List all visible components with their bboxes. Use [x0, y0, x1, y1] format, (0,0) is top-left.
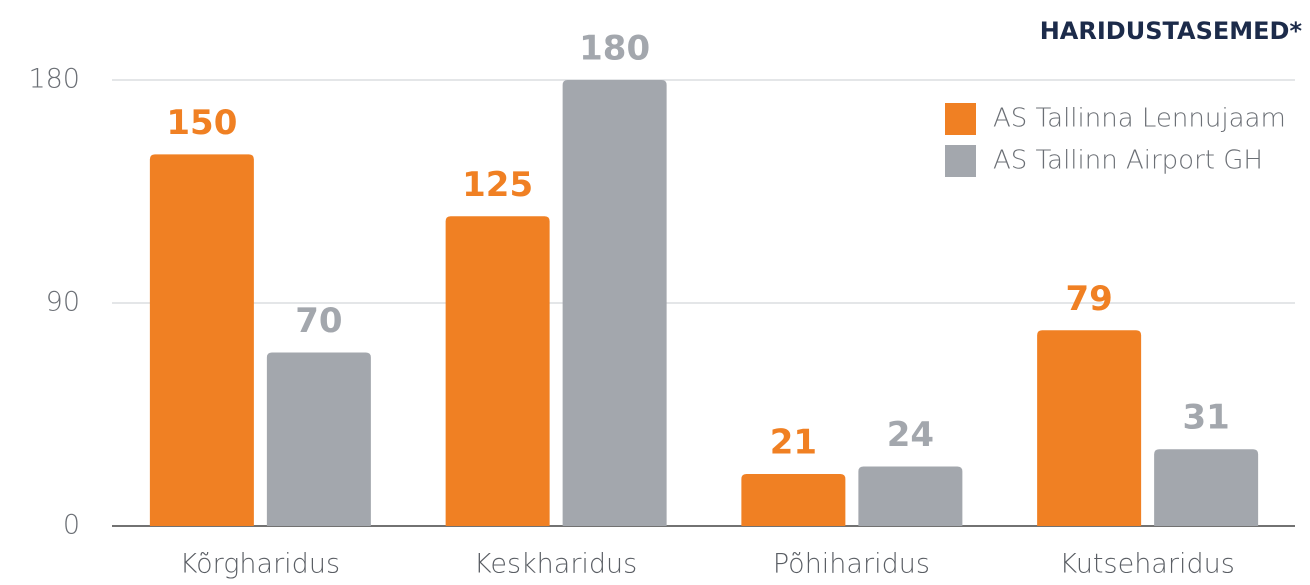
bar	[149, 154, 254, 527]
chart-title: HARIDUSTASEMED*	[1040, 17, 1303, 45]
value-label: 24	[887, 415, 934, 455]
x-tick-label: Kõrgharidus	[180, 549, 340, 580]
bar	[1154, 449, 1259, 526]
y-tick-label: 180	[28, 64, 80, 95]
value-label: 150	[166, 103, 237, 143]
value-label: 79	[1065, 279, 1112, 319]
bar	[266, 352, 371, 526]
value-label: 125	[462, 165, 533, 205]
bar	[1037, 330, 1142, 526]
bar	[741, 473, 846, 526]
value-label: 70	[295, 301, 342, 341]
x-tick-label: Põhiharidus	[773, 549, 930, 580]
x-tick-label: Kutseharidus	[1059, 549, 1234, 580]
y-tick-label: 0	[63, 510, 80, 541]
bar	[858, 466, 963, 526]
x-tick-label: Keskharidus	[474, 549, 637, 580]
value-label: 21	[770, 422, 817, 462]
y-tick-label: 90	[46, 287, 80, 318]
bar	[562, 80, 667, 526]
legend-swatch	[945, 145, 976, 177]
bar	[445, 216, 550, 526]
value-label: 180	[579, 29, 650, 69]
legend-label: AS Tallinna Lennujaam	[993, 104, 1286, 134]
legend-label: AS Tallinn Airport GH	[993, 146, 1263, 176]
value-label: 31	[1182, 398, 1229, 438]
legend-swatch	[945, 103, 976, 135]
